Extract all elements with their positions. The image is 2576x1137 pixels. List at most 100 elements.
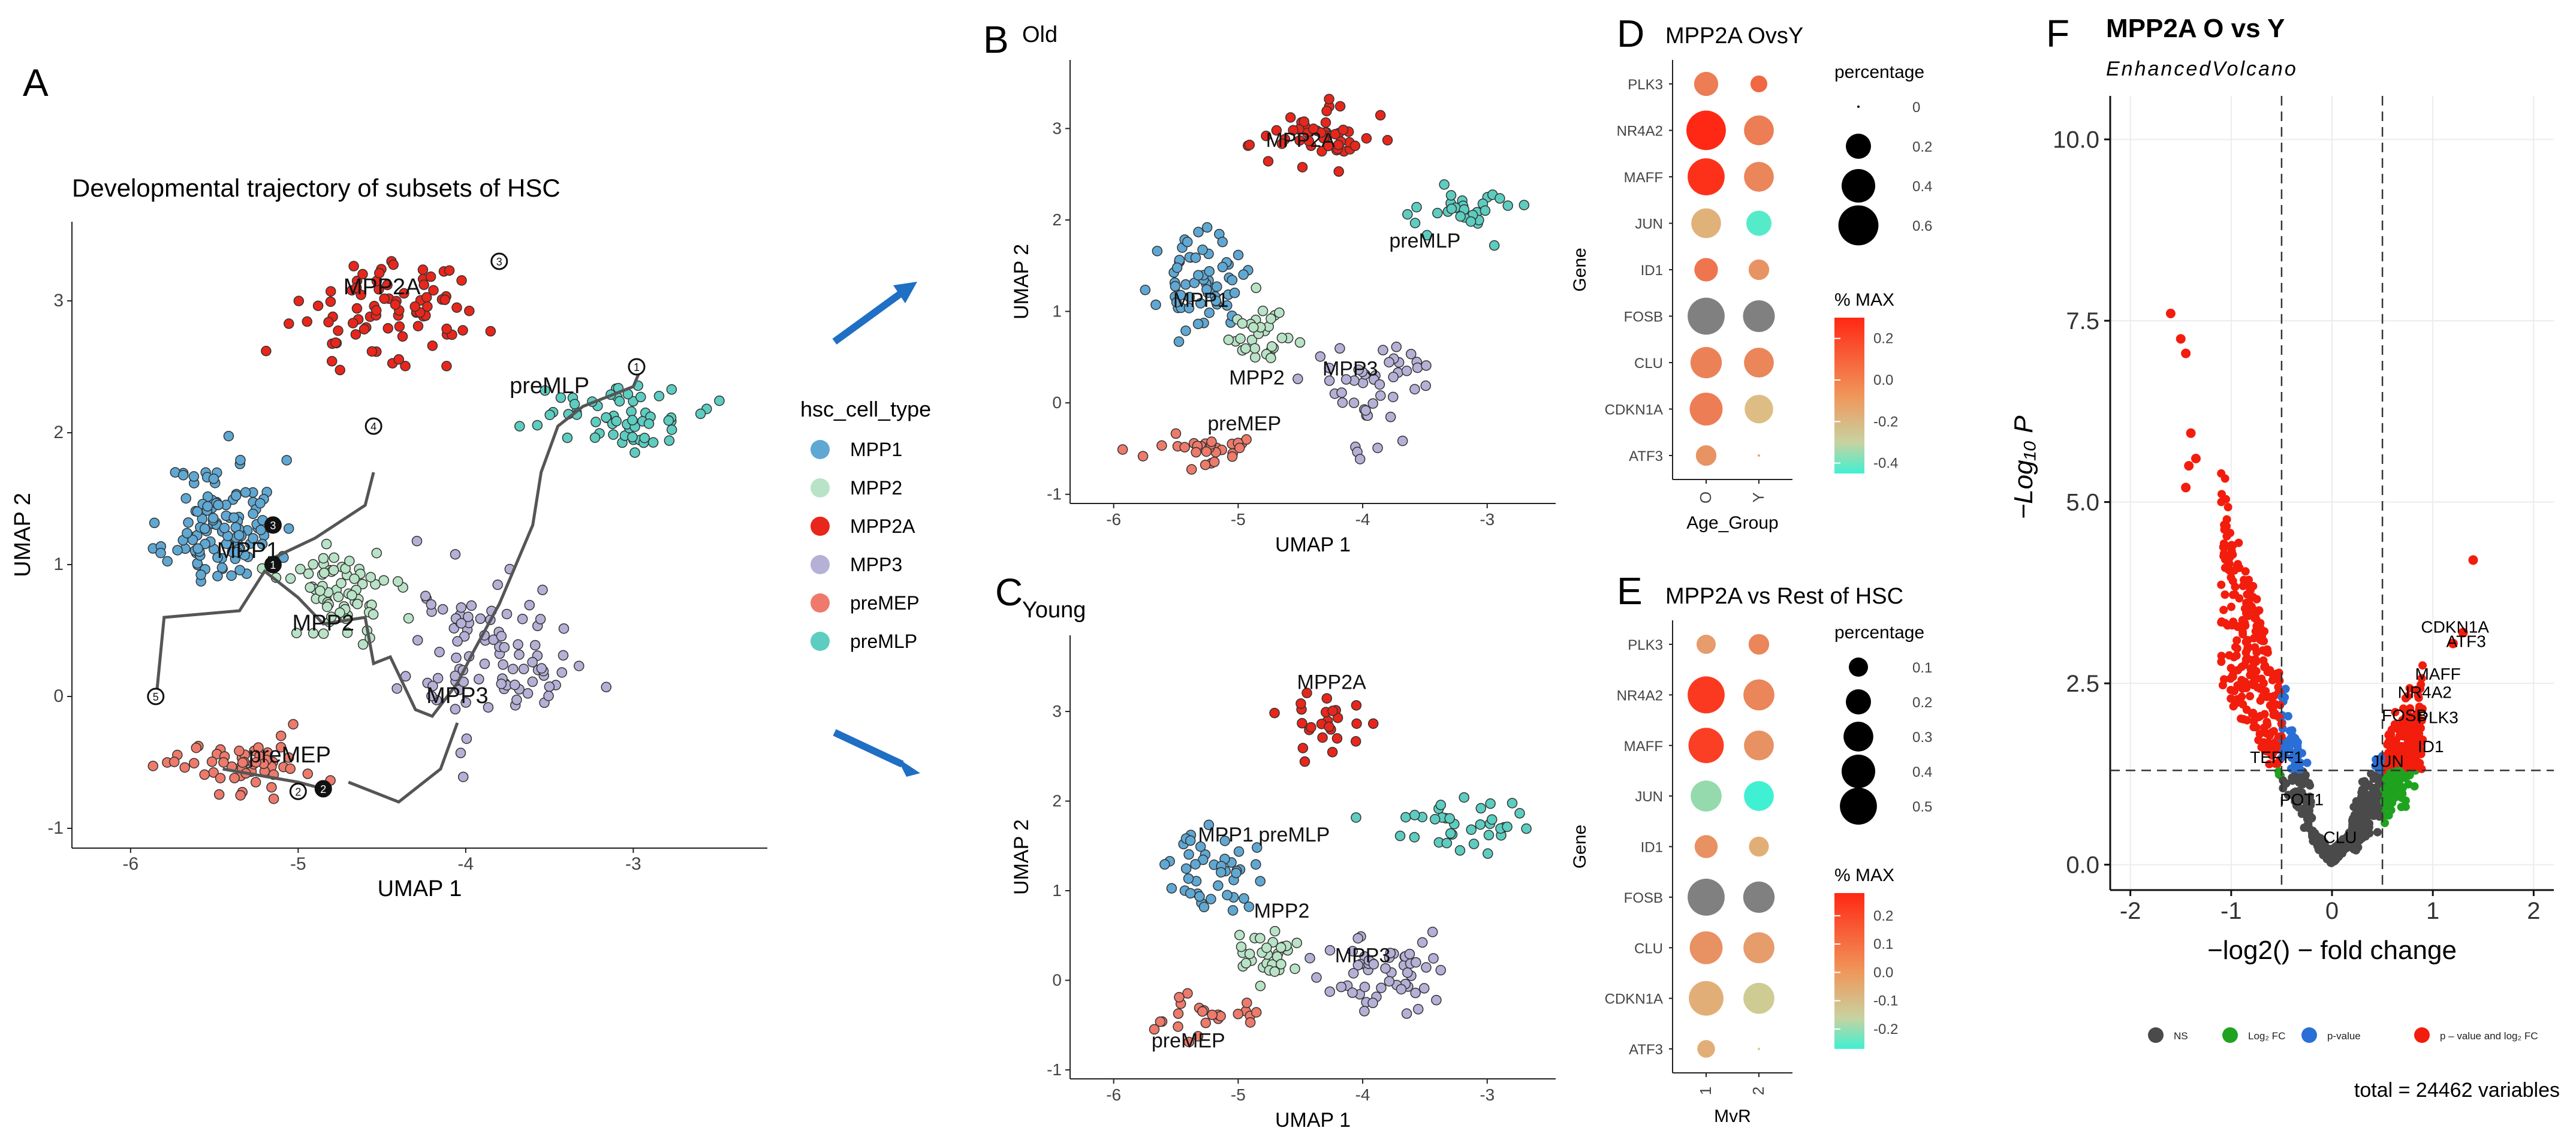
volcano-point bbox=[2352, 811, 2361, 820]
point-mpp1 bbox=[1180, 863, 1192, 874]
volcano-point bbox=[2283, 791, 2292, 800]
x-tick-label: -5 bbox=[1231, 510, 1246, 529]
y-axis-title: Gene bbox=[1570, 825, 1590, 868]
point-premep bbox=[237, 757, 248, 768]
volcano-point bbox=[2226, 573, 2235, 582]
point-mpp3 bbox=[1347, 987, 1358, 999]
point-premep bbox=[1192, 1031, 1204, 1042]
point-mpp2a bbox=[261, 345, 272, 357]
point-mpp1 bbox=[1166, 883, 1177, 894]
panel-d-dotplot-old-vs-young: PLK3 NR4A2 MAFF JUN ID1 FOSB CLU CDKN1A ATF3 O Y Ag… bbox=[1570, 23, 1932, 533]
group-label: 2 bbox=[1749, 1087, 1767, 1095]
volcano-point bbox=[2401, 693, 2410, 702]
x-tick-label: -1 bbox=[2221, 898, 2242, 924]
volcano-point bbox=[2313, 833, 2322, 842]
color-tick-label: -0.2 bbox=[1873, 414, 1898, 430]
size-legend-label: 0.1 bbox=[1912, 660, 1932, 676]
arrow-to-young bbox=[833, 729, 920, 777]
point-mpp1 bbox=[1210, 295, 1222, 306]
point-mpp1 bbox=[283, 523, 294, 534]
point-premlp bbox=[1502, 200, 1513, 211]
point-mpp1 bbox=[235, 454, 246, 466]
volcano-point bbox=[2217, 497, 2226, 506]
point-mpp3 bbox=[461, 733, 472, 744]
point-premlp bbox=[608, 429, 619, 440]
point-mpp1 bbox=[1194, 891, 1205, 902]
color-tick-label: -0.4 bbox=[1873, 456, 1898, 472]
point-mpp2 bbox=[357, 578, 368, 590]
panel-letter-f: F bbox=[2046, 12, 2069, 55]
point-mpp1 bbox=[1198, 854, 1209, 865]
volcano-point bbox=[2235, 594, 2244, 603]
point-mpp3 bbox=[1336, 387, 1347, 398]
point-mpp2a bbox=[1295, 698, 1306, 709]
point-mpp3 bbox=[1388, 372, 1399, 382]
volcano-point bbox=[2237, 662, 2246, 671]
color-tick-label: 0.2 bbox=[1873, 331, 1893, 347]
point-mpp2 bbox=[1269, 925, 1281, 937]
point-mpp2a bbox=[1276, 138, 1288, 149]
point-premep bbox=[1251, 1007, 1262, 1018]
cluster-label: MPP2A bbox=[1297, 671, 1367, 694]
point-premep bbox=[213, 789, 225, 800]
volcano-point bbox=[2249, 681, 2258, 690]
y-tick-label: 0.0 bbox=[2066, 852, 2099, 879]
volcano-point bbox=[2302, 779, 2311, 788]
legend-label: preMEP bbox=[850, 592, 920, 614]
volcano-point bbox=[2333, 842, 2342, 851]
point-mpp2a bbox=[333, 325, 344, 336]
volcano-point bbox=[2241, 648, 2250, 657]
y-tick-label: -1 bbox=[1047, 485, 1062, 503]
volcano-point bbox=[2332, 855, 2341, 864]
point-premlp bbox=[1351, 812, 1361, 823]
point-mpp2a bbox=[357, 269, 368, 280]
trajectory-line bbox=[154, 366, 643, 719]
volcano-point bbox=[2238, 700, 2247, 709]
volcano-point bbox=[2388, 735, 2397, 744]
gene-label: CLU bbox=[1634, 355, 1663, 372]
point-mpp2 bbox=[371, 547, 382, 559]
point-premlp bbox=[626, 406, 637, 417]
dot-maff bbox=[1688, 158, 1725, 195]
point-premep bbox=[218, 757, 229, 768]
legend-label: MPP2 bbox=[850, 477, 902, 499]
point-mpp1 bbox=[223, 430, 234, 442]
point-premlp bbox=[647, 437, 659, 448]
size-legend-dot bbox=[1846, 689, 1871, 714]
volcano-point bbox=[2241, 621, 2250, 630]
point-mpp1 bbox=[1206, 894, 1216, 904]
point-mpp3 bbox=[479, 658, 490, 669]
point-mpp2a bbox=[379, 293, 390, 304]
point-mpp2a bbox=[1351, 700, 1362, 711]
point-mpp1 bbox=[257, 538, 268, 550]
point-premep bbox=[1182, 988, 1193, 999]
volcano-point bbox=[2348, 818, 2357, 827]
point-mpp3 bbox=[1352, 933, 1363, 944]
point-mpp3 bbox=[1427, 927, 1438, 937]
point-mpp2 bbox=[1261, 942, 1272, 954]
cluster-label: MPP3 bbox=[1322, 357, 1378, 380]
point-premlp bbox=[1468, 839, 1480, 849]
point-mpp2a bbox=[1349, 140, 1361, 152]
volcano-point bbox=[2391, 793, 2400, 802]
point-mpp3 bbox=[1353, 364, 1364, 375]
point-premlp bbox=[1439, 179, 1450, 190]
point-premep bbox=[1234, 442, 1245, 454]
point-mpp2a bbox=[409, 301, 420, 312]
point-mpp3 bbox=[427, 680, 438, 692]
point-mpp2 bbox=[1240, 343, 1251, 354]
y-tick-label: 0 bbox=[53, 686, 64, 706]
point-mpp2a bbox=[1285, 112, 1296, 123]
size-legend-dot bbox=[1841, 168, 1876, 203]
point-mpp1 bbox=[248, 508, 258, 520]
volcano-point bbox=[2288, 726, 2297, 735]
chart-title: Old bbox=[1022, 22, 1057, 47]
point-mpp1 bbox=[1182, 236, 1193, 248]
point-mpp2a bbox=[1327, 705, 1338, 716]
point-mpp1 bbox=[183, 517, 194, 528]
size-legend-dot bbox=[1846, 134, 1871, 159]
point-premep bbox=[235, 790, 246, 801]
dot-id1 bbox=[1748, 259, 1770, 281]
point-premlp bbox=[653, 391, 665, 402]
volcano-point bbox=[2405, 684, 2414, 693]
